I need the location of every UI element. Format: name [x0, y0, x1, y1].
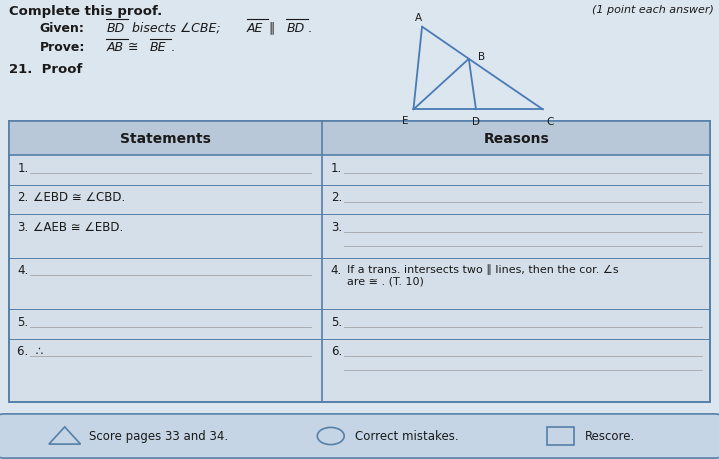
Text: AB: AB [106, 41, 124, 54]
Text: .: . [171, 41, 175, 54]
Text: 3.: 3. [17, 220, 28, 234]
Text: ∠EBD ≅ ∠CBD.: ∠EBD ≅ ∠CBD. [33, 191, 125, 204]
Text: 6.  ∴: 6. ∴ [17, 345, 44, 358]
Bar [9, 122, 710, 156]
Text: ∠AEB ≅ ∠EBD.: ∠AEB ≅ ∠EBD. [33, 220, 124, 234]
Text: A: A [415, 13, 422, 23]
Text: C: C [546, 117, 554, 127]
Text: Rescore.: Rescore. [585, 430, 636, 442]
Text: Score pages 33 and 34.: Score pages 33 and 34. [89, 430, 228, 442]
Text: bisects ∠CBE;: bisects ∠CBE; [128, 22, 224, 34]
Text: Given:: Given: [40, 22, 84, 34]
Text: Correct mistakes.: Correct mistakes. [355, 430, 459, 442]
Text: 1.: 1. [17, 162, 29, 174]
Text: 2.: 2. [17, 191, 29, 204]
Text: (1 point each answer): (1 point each answer) [592, 5, 714, 15]
Text: Reasons: Reasons [483, 132, 549, 146]
Text: 1.: 1. [331, 162, 342, 174]
Text: 4.: 4. [17, 263, 29, 276]
Text: Prove:: Prove: [40, 41, 85, 54]
Text: AE: AE [247, 22, 263, 34]
Text: .: . [308, 22, 312, 34]
Text: 5.: 5. [331, 315, 342, 328]
Text: BD: BD [106, 22, 124, 34]
Text: ≅: ≅ [128, 41, 139, 54]
Bar [9, 122, 710, 402]
Text: 21.  Proof: 21. Proof [9, 63, 82, 76]
Text: D: D [472, 117, 480, 127]
Text: 2.: 2. [331, 191, 342, 204]
Text: If a trans. intersects two ∥ lines, then the cor. ∠s
are ≅ . (T. 10): If a trans. intersects two ∥ lines, then… [347, 263, 618, 286]
Text: Statements: Statements [120, 132, 211, 146]
Text: E: E [401, 116, 408, 126]
Text: 6.: 6. [331, 345, 342, 358]
FancyBboxPatch shape [0, 414, 719, 458]
Text: B: B [478, 52, 485, 62]
Text: Complete this proof.: Complete this proof. [9, 5, 162, 17]
Text: ∥: ∥ [268, 22, 275, 34]
Text: 5.: 5. [17, 315, 28, 328]
Bar [547, 427, 574, 445]
Text: 4.: 4. [331, 263, 342, 276]
Text: BE: BE [150, 41, 166, 54]
Text: BD: BD [286, 22, 304, 34]
Text: 3.: 3. [331, 220, 342, 234]
